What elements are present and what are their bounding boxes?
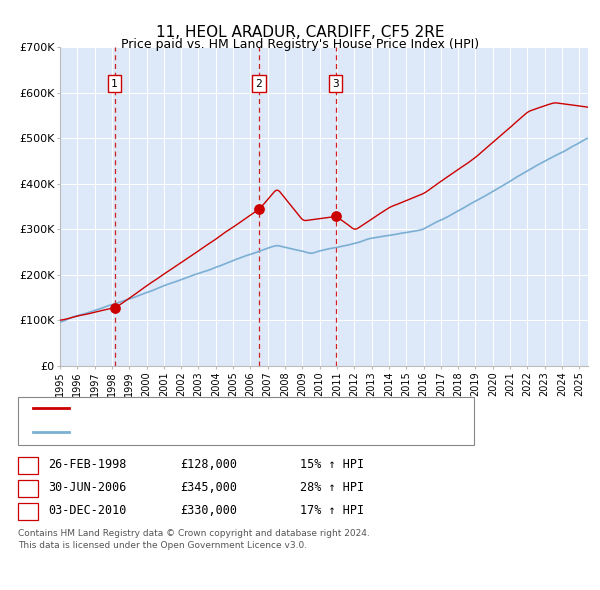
Text: £330,000: £330,000	[180, 504, 237, 517]
Text: 11, HEOL ARADUR, CARDIFF, CF5 2RE: 11, HEOL ARADUR, CARDIFF, CF5 2RE	[156, 25, 444, 40]
Point	[254, 204, 264, 214]
Text: 03-DEC-2010: 03-DEC-2010	[48, 504, 127, 517]
Text: 15% ↑ HPI: 15% ↑ HPI	[300, 458, 364, 471]
Text: 17% ↑ HPI: 17% ↑ HPI	[300, 504, 364, 517]
Text: 11, HEOL ARADUR, CARDIFF, CF5 2RE (detached house): 11, HEOL ARADUR, CARDIFF, CF5 2RE (detac…	[75, 404, 413, 413]
Text: Contains HM Land Registry data © Crown copyright and database right 2024.: Contains HM Land Registry data © Crown c…	[18, 529, 370, 537]
Text: 1: 1	[111, 78, 118, 88]
Text: HPI: Average price, detached house, Cardiff: HPI: Average price, detached house, Card…	[75, 428, 365, 437]
Point	[110, 303, 119, 312]
Text: 2: 2	[25, 483, 32, 493]
Text: £345,000: £345,000	[180, 481, 237, 494]
Text: 28% ↑ HPI: 28% ↑ HPI	[300, 481, 364, 494]
Text: 3: 3	[25, 506, 32, 516]
Text: 30-JUN-2006: 30-JUN-2006	[48, 481, 127, 494]
Text: 2: 2	[256, 78, 262, 88]
Text: £128,000: £128,000	[180, 458, 237, 471]
Point	[331, 211, 340, 220]
Text: Price paid vs. HM Land Registry's House Price Index (HPI): Price paid vs. HM Land Registry's House …	[121, 38, 479, 51]
Text: 26-FEB-1998: 26-FEB-1998	[48, 458, 127, 471]
Text: 1: 1	[25, 460, 32, 470]
Text: This data is licensed under the Open Government Licence v3.0.: This data is licensed under the Open Gov…	[18, 540, 307, 549]
Text: 3: 3	[332, 78, 339, 88]
